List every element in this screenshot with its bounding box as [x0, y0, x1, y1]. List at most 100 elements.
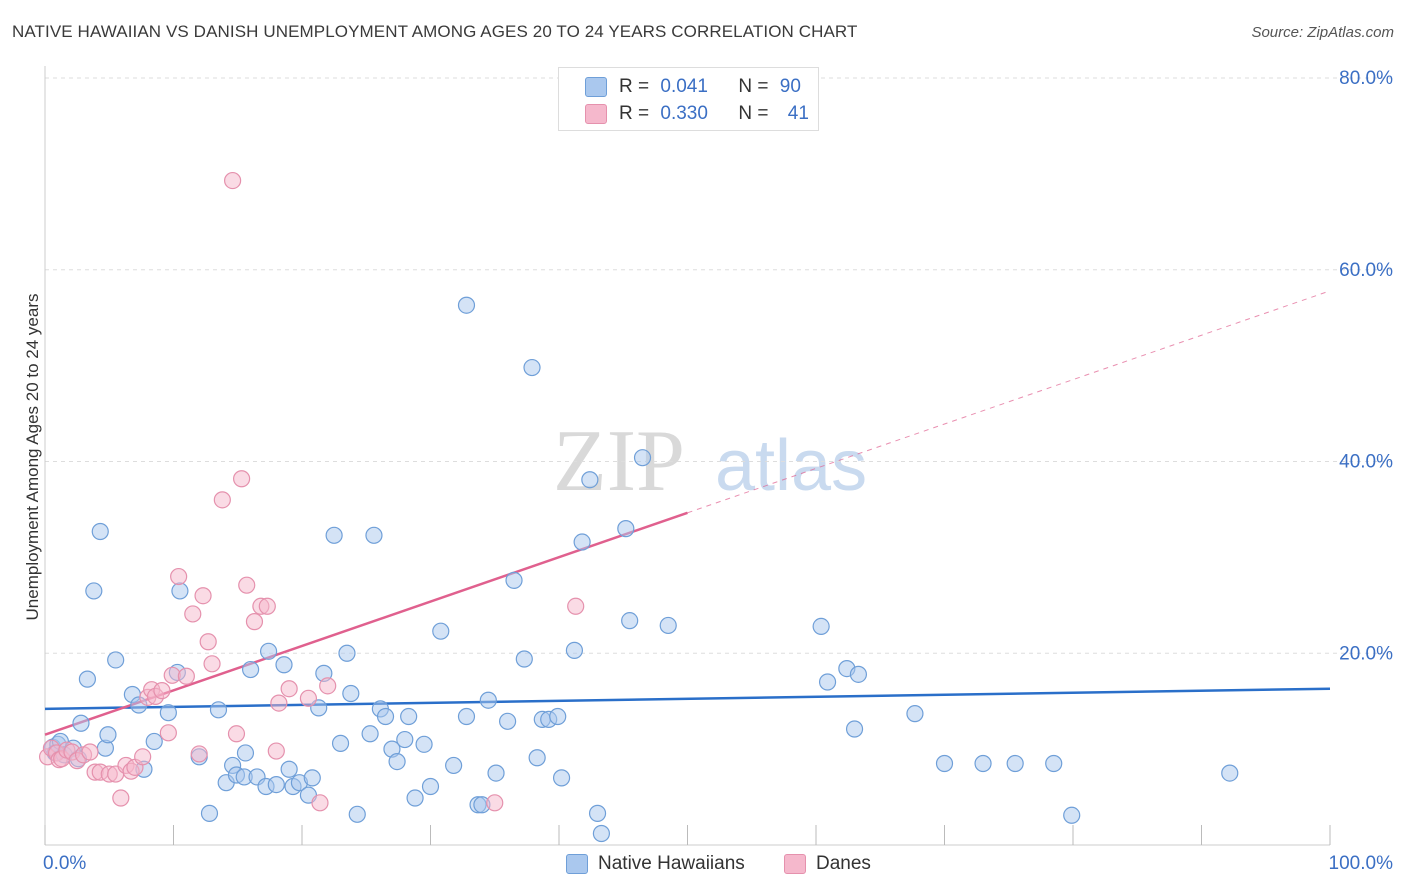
danes-point: [203, 655, 221, 673]
native-hawaiian-point: [209, 701, 228, 719]
danes-point: [258, 597, 276, 615]
danes-point: [153, 682, 171, 700]
danes-point: [199, 633, 217, 651]
n-value: 41: [787, 103, 809, 124]
y-tick-label: 80.0%: [1339, 68, 1393, 89]
legend-label: Danes: [816, 853, 871, 874]
blue-swatch-icon: [566, 854, 588, 874]
blue-swatch-icon: [585, 77, 607, 97]
native-hawaiian-point: [659, 616, 677, 635]
y-tick-label: 40.0%: [1339, 452, 1393, 473]
native-hawaiian-point: [342, 684, 360, 703]
native-hawaiian-point: [552, 769, 571, 787]
danes-point: [280, 680, 298, 698]
axes: [44, 66, 1331, 846]
native-hawaiian-point: [85, 582, 103, 600]
native-hawaiian-point: [573, 533, 591, 551]
legend-label: Native Hawaiians: [598, 853, 745, 874]
native-hawaiian-point: [259, 642, 278, 660]
native-hawaiian-point: [849, 665, 868, 683]
r-label: R =: [619, 76, 650, 97]
x-tick-label: 0.0%: [43, 853, 86, 874]
pink-swatch-icon: [784, 854, 806, 874]
danes-point: [299, 689, 318, 707]
native-hawaiian-point: [280, 760, 298, 778]
native-hawaiian-point: [974, 754, 992, 773]
watermark-zip: ZIP: [553, 413, 685, 510]
y-tick-label: 60.0%: [1339, 260, 1393, 281]
danes-point: [224, 171, 242, 190]
native-hawaiian-point: [242, 660, 260, 679]
source-credit: Source: ZipAtlas.com: [1251, 24, 1394, 41]
danes-point: [311, 794, 329, 812]
danes-point: [270, 694, 288, 712]
native-hawaiian-point: [935, 754, 954, 773]
native-hawaiian-point: [457, 296, 476, 314]
danes-point: [177, 667, 195, 685]
native-hawaiian-point: [72, 714, 90, 732]
legend-row-danes: R = 0.330 N = 41: [585, 103, 809, 125]
bottom-legend-danes: Danes: [784, 852, 871, 876]
x-tick-label: 100.0%: [1329, 853, 1394, 874]
native-hawaiian-point: [445, 756, 463, 775]
native-hawaiian-point: [421, 777, 440, 796]
native-hawaiian-point: [200, 804, 219, 822]
danes-point: [486, 794, 504, 812]
danes-point: [184, 605, 202, 623]
native-hawaiian-point: [396, 730, 414, 749]
danes-point: [81, 743, 99, 761]
y-tick-label: 20.0%: [1339, 643, 1393, 664]
native-hawaiian-point: [1006, 754, 1024, 773]
danes-point: [233, 470, 251, 488]
watermark-atlas: atlas: [715, 426, 867, 506]
native-hawaiian-point: [400, 707, 418, 726]
native-hawaiian-point: [338, 644, 356, 662]
danes-point: [112, 789, 130, 807]
native-hawaiian-point: [515, 650, 533, 668]
chart-title: NATIVE HAWAIIAN VS DANISH UNEMPLOYMENT A…: [12, 22, 858, 41]
native-hawaiian-trend-line: [44, 687, 1331, 711]
native-hawaiian-point: [617, 520, 635, 538]
native-hawaiian-point: [325, 526, 343, 544]
native-hawaiian-point: [906, 705, 924, 723]
native-hawaiian-point: [348, 805, 366, 823]
native-hawaiian-point: [588, 804, 607, 822]
native-hawaiian-point: [1063, 806, 1081, 824]
native-hawaiian-point: [505, 571, 523, 589]
danes-point: [190, 745, 208, 763]
native-hawaiian-point: [499, 712, 517, 730]
native-hawaiian-point: [621, 612, 639, 630]
native-hawaiian-point: [487, 764, 505, 782]
tick-labels: 20.0% 40.0% 60.0% 80.0% 0.0% 100.0%: [43, 68, 1393, 874]
native-hawaiian-point: [845, 720, 864, 738]
r-label: R =: [619, 103, 650, 124]
native-hawaiian-point: [528, 749, 546, 767]
r-value: 0.041: [660, 76, 708, 97]
native-hawaiian-point: [592, 824, 611, 843]
danes-point: [245, 613, 264, 631]
danes-point: [213, 491, 231, 509]
native-hawaiian-point: [107, 651, 125, 669]
native-hawaiian-point: [159, 704, 177, 722]
native-hawaiian-point: [275, 656, 293, 674]
n-label: N =: [738, 76, 769, 97]
native-hawaiian-point: [479, 691, 497, 709]
native-hawaiian-point: [432, 622, 450, 640]
danes-point: [267, 742, 285, 760]
native-hawaiian-point: [457, 707, 476, 726]
native-hawaiian-point: [331, 734, 350, 752]
bottom-legend-native-hawaiians: Native Hawaiians: [566, 852, 745, 876]
n-label: N =: [738, 103, 769, 124]
native-hawaiian-point: [388, 752, 406, 771]
gridlines: [45, 77, 1392, 654]
native-hawaiian-point: [171, 582, 189, 600]
danes-point: [134, 748, 152, 766]
danes-point: [170, 567, 188, 586]
danes-point: [194, 587, 212, 605]
native-hawaiian-point: [376, 707, 395, 726]
native-hawaiian-point: [361, 725, 379, 743]
native-hawaiian-point: [549, 707, 567, 726]
y-axis-label: Unemployment Among Ages 20 to 24 years: [23, 294, 42, 621]
native-hawaiian-point: [581, 471, 599, 489]
data-points: [38, 171, 1239, 843]
